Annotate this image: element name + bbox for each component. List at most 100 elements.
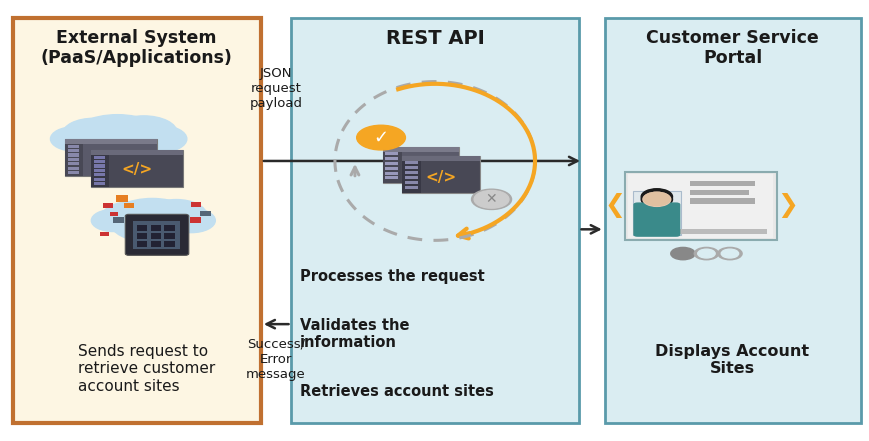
Circle shape [63,118,124,150]
FancyBboxPatch shape [65,139,156,176]
FancyBboxPatch shape [385,172,398,175]
Text: Validates the
information: Validates the information [300,318,409,350]
FancyBboxPatch shape [633,229,766,234]
Circle shape [91,209,135,232]
FancyBboxPatch shape [633,202,680,237]
FancyBboxPatch shape [68,149,79,152]
Text: ✓: ✓ [373,129,388,146]
Circle shape [50,127,98,151]
Circle shape [693,247,718,260]
FancyBboxPatch shape [68,167,79,170]
FancyBboxPatch shape [404,171,417,174]
FancyBboxPatch shape [68,145,79,148]
Text: JSON
request
payload: JSON request payload [249,67,302,110]
FancyBboxPatch shape [404,181,417,184]
FancyBboxPatch shape [404,166,417,169]
FancyBboxPatch shape [136,241,147,247]
FancyBboxPatch shape [94,160,105,163]
FancyBboxPatch shape [401,156,480,193]
FancyBboxPatch shape [624,172,776,240]
Circle shape [109,198,196,243]
Circle shape [697,249,714,258]
Circle shape [145,199,207,230]
Circle shape [167,209,216,233]
FancyBboxPatch shape [604,18,860,423]
Text: Retrieves account sites: Retrieves account sites [300,384,494,399]
FancyBboxPatch shape [385,152,398,155]
FancyBboxPatch shape [109,212,118,216]
FancyBboxPatch shape [164,241,175,247]
FancyBboxPatch shape [385,162,398,165]
FancyBboxPatch shape [133,220,180,249]
FancyBboxPatch shape [94,164,105,168]
FancyBboxPatch shape [136,225,147,231]
Text: REST API: REST API [385,29,484,48]
FancyBboxPatch shape [385,176,398,179]
FancyBboxPatch shape [404,176,417,179]
FancyBboxPatch shape [689,198,754,204]
FancyBboxPatch shape [94,156,105,159]
FancyBboxPatch shape [385,167,398,170]
Circle shape [70,115,165,163]
FancyBboxPatch shape [113,217,124,223]
FancyBboxPatch shape [150,225,161,231]
FancyBboxPatch shape [385,157,398,160]
Text: </>: </> [121,162,152,177]
FancyBboxPatch shape [382,152,401,183]
FancyBboxPatch shape [189,217,201,223]
FancyBboxPatch shape [689,181,754,186]
FancyBboxPatch shape [404,161,417,164]
FancyBboxPatch shape [94,173,105,176]
FancyBboxPatch shape [91,155,109,187]
FancyBboxPatch shape [116,195,128,202]
Circle shape [720,249,738,258]
Circle shape [640,189,672,205]
FancyBboxPatch shape [150,241,161,247]
Circle shape [717,247,741,260]
FancyBboxPatch shape [150,233,161,239]
Circle shape [110,116,177,150]
FancyBboxPatch shape [91,150,182,155]
FancyBboxPatch shape [382,147,459,183]
FancyBboxPatch shape [68,171,79,174]
Circle shape [471,189,511,209]
FancyBboxPatch shape [164,225,175,231]
Circle shape [642,192,670,206]
Text: Processes the request: Processes the request [300,269,484,284]
FancyBboxPatch shape [401,156,480,161]
Circle shape [643,192,669,206]
Text: ❮: ❮ [604,194,625,218]
FancyBboxPatch shape [627,174,773,238]
FancyBboxPatch shape [68,153,79,157]
Circle shape [356,125,405,150]
FancyBboxPatch shape [94,182,105,185]
FancyBboxPatch shape [94,178,105,181]
Circle shape [474,191,508,208]
Text: Success/
Error
message: Success/ Error message [246,338,305,381]
FancyBboxPatch shape [68,162,79,165]
FancyBboxPatch shape [191,202,201,207]
Circle shape [102,202,158,230]
Text: ✕: ✕ [485,192,497,206]
Text: External System
(PaaS/Applications): External System (PaaS/Applications) [41,29,232,67]
FancyBboxPatch shape [164,233,175,239]
FancyBboxPatch shape [689,190,748,195]
FancyBboxPatch shape [125,214,189,255]
FancyBboxPatch shape [126,221,136,226]
FancyBboxPatch shape [291,18,578,423]
FancyBboxPatch shape [65,139,156,144]
FancyBboxPatch shape [103,203,113,208]
FancyBboxPatch shape [68,158,79,161]
FancyBboxPatch shape [65,144,83,176]
Text: ❯: ❯ [776,194,797,218]
FancyBboxPatch shape [91,150,182,187]
FancyBboxPatch shape [382,147,459,152]
FancyBboxPatch shape [13,18,261,423]
Text: Sends request to
retrieve customer
account sites: Sends request to retrieve customer accou… [78,344,216,394]
Circle shape [670,247,694,260]
FancyBboxPatch shape [136,233,147,239]
FancyBboxPatch shape [633,191,680,235]
FancyBboxPatch shape [100,232,109,236]
Circle shape [134,126,187,152]
Text: Customer Service
Portal: Customer Service Portal [646,29,818,67]
